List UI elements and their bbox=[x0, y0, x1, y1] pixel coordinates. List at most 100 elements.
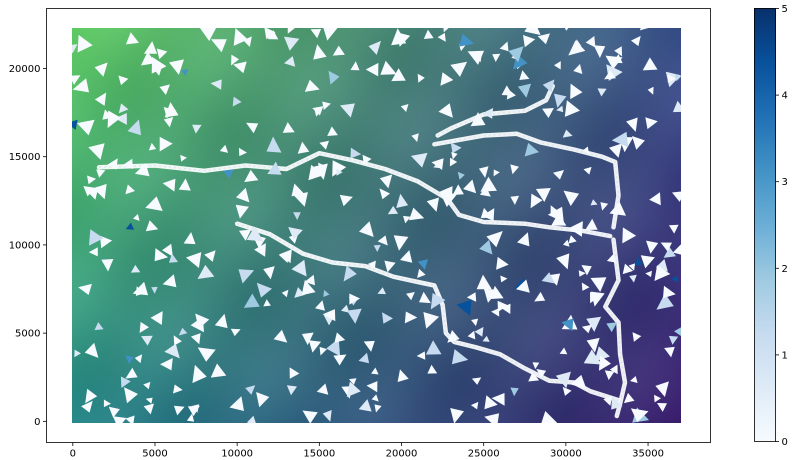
triangle-mark bbox=[96, 169, 106, 178]
triangle-mark bbox=[478, 166, 489, 178]
triangle-mark bbox=[564, 100, 580, 117]
triangle-mark bbox=[120, 376, 131, 388]
triangle-mark bbox=[479, 239, 493, 255]
triangle-mark bbox=[590, 292, 601, 304]
river-branch-texture bbox=[434, 133, 620, 228]
triangle-mark bbox=[660, 242, 672, 252]
triangle-mark bbox=[77, 34, 93, 53]
triangle-mark bbox=[536, 369, 547, 379]
triangle-mark bbox=[363, 340, 375, 352]
triangle-mark bbox=[496, 256, 509, 270]
triangle-mark bbox=[628, 263, 635, 271]
triangle-mark bbox=[256, 282, 272, 298]
triangle-mark bbox=[164, 343, 180, 359]
triangle-mark bbox=[139, 166, 148, 175]
triangle-mark bbox=[554, 61, 561, 70]
x-tick-label: 5000 bbox=[142, 449, 167, 460]
triangle-mark bbox=[476, 274, 492, 290]
triangle-mark bbox=[332, 160, 347, 177]
y-tick-label: 10000 bbox=[9, 240, 41, 251]
triangle-mark bbox=[231, 54, 239, 66]
triangle-mark bbox=[246, 415, 256, 423]
triangle-mark bbox=[148, 142, 157, 151]
triangle-mark bbox=[593, 45, 606, 58]
triangle-mark bbox=[463, 179, 477, 194]
triangle-mark bbox=[143, 403, 154, 415]
triangle-mark bbox=[232, 96, 242, 107]
triangle-mark bbox=[474, 326, 484, 337]
triangle-mark bbox=[510, 195, 520, 205]
triangle-mark bbox=[319, 140, 329, 150]
triangle-mark bbox=[384, 260, 396, 273]
river-branch-texture bbox=[99, 152, 611, 237]
triangle-mark bbox=[631, 35, 641, 47]
triangle-mark bbox=[132, 281, 149, 296]
triangle-mark bbox=[281, 289, 289, 298]
triangle-mark bbox=[623, 392, 635, 404]
triangle-marks bbox=[72, 28, 681, 423]
triangle-mark bbox=[639, 28, 649, 31]
triangle-mark bbox=[508, 46, 524, 63]
triangle-mark bbox=[622, 227, 637, 244]
triangle-mark bbox=[88, 247, 98, 257]
triangle-mark bbox=[89, 229, 104, 246]
triangle-mark bbox=[315, 300, 325, 311]
triangle-mark bbox=[655, 259, 668, 272]
triangle-mark bbox=[450, 61, 468, 77]
triangle-mark bbox=[668, 224, 679, 234]
triangle-mark bbox=[609, 143, 622, 158]
plot-area: 0 5000 10000 15000 20000 25000 30000 35000 0 500… bbox=[9, 8, 711, 460]
triangle-mark bbox=[542, 108, 554, 118]
triangle-mark bbox=[85, 388, 98, 404]
triangle-mark bbox=[186, 252, 202, 268]
triangle-mark bbox=[78, 283, 92, 295]
triangle-mark bbox=[244, 169, 259, 183]
triangle-mark bbox=[585, 218, 598, 230]
triangle-mark bbox=[94, 322, 104, 331]
triangle-mark bbox=[333, 354, 347, 366]
triangle-mark bbox=[214, 313, 228, 329]
triangle-mark bbox=[336, 168, 343, 176]
triangle-mark bbox=[379, 174, 393, 189]
triangle-mark bbox=[246, 226, 264, 242]
triangle-mark bbox=[598, 355, 611, 371]
triangle-mark bbox=[88, 143, 105, 160]
triangle-mark bbox=[362, 154, 372, 165]
triangle-mark bbox=[583, 349, 602, 365]
triangle-mark bbox=[107, 110, 121, 128]
triangle-mark bbox=[190, 333, 201, 345]
triangle-mark bbox=[672, 191, 681, 202]
triangle-mark bbox=[537, 33, 550, 45]
triangle-mark bbox=[83, 186, 96, 197]
triangle-mark bbox=[404, 311, 418, 324]
triangle-mark bbox=[570, 374, 587, 390]
triangle-mark bbox=[604, 70, 616, 80]
triangle-mark bbox=[519, 70, 530, 80]
triangle-mark bbox=[284, 36, 300, 51]
triangle-mark bbox=[550, 205, 559, 215]
triangle-mark bbox=[316, 383, 329, 395]
triangle-mark bbox=[346, 381, 361, 398]
triangle-mark bbox=[510, 387, 519, 397]
triangle-mark bbox=[178, 327, 188, 336]
triangle-mark bbox=[439, 186, 453, 199]
triangle-mark bbox=[562, 386, 572, 396]
triangle-mark bbox=[118, 75, 129, 86]
colorbar-tick-label: 4 bbox=[782, 91, 788, 102]
triangle-mark bbox=[609, 201, 626, 216]
triangle-mark bbox=[667, 74, 676, 83]
triangle-mark bbox=[340, 103, 355, 118]
triangle-mark bbox=[431, 158, 444, 170]
triangle-mark bbox=[291, 183, 304, 197]
triangle-mark bbox=[322, 101, 331, 110]
triangle-mark bbox=[371, 394, 379, 402]
triangle-mark bbox=[585, 36, 596, 48]
triangle-mark bbox=[393, 235, 409, 251]
triangle-mark bbox=[308, 340, 321, 353]
triangle-mark bbox=[530, 193, 543, 209]
triangle-mark bbox=[358, 399, 372, 412]
triangle-mark bbox=[125, 184, 135, 195]
triangle-mark bbox=[657, 403, 667, 412]
triangle-mark bbox=[382, 312, 393, 324]
